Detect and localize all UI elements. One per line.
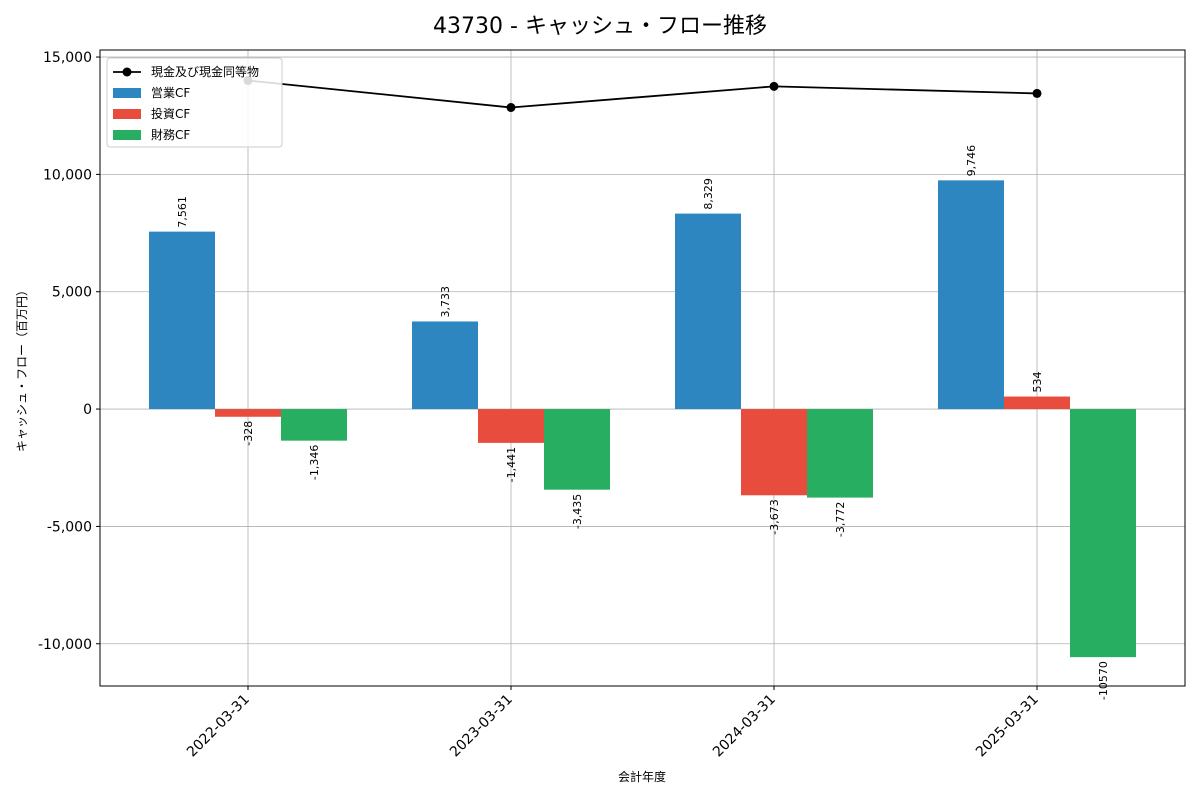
legend-bar-swatch xyxy=(113,88,141,98)
bar-operating xyxy=(675,213,741,410)
x-tick-label: 2024-03-31 xyxy=(710,692,779,761)
cash-line xyxy=(243,76,1042,112)
data-label: 534 xyxy=(1031,372,1044,393)
legend-bar-swatch xyxy=(113,109,141,119)
bar-investing xyxy=(1004,396,1070,410)
bar-investing xyxy=(215,409,281,417)
bar-financing xyxy=(281,409,347,441)
legend-label: 投資CF xyxy=(151,106,190,121)
data-label: -3,435 xyxy=(571,494,584,529)
plot-frame xyxy=(99,49,1186,687)
x-tick-label: 2023-03-31 xyxy=(447,692,516,761)
data-label: 3,733 xyxy=(439,286,452,318)
bar-operating xyxy=(938,180,1004,410)
legend-marker xyxy=(122,67,132,77)
data-label: -328 xyxy=(242,421,255,446)
data-labels: 7,561 3,733 8,329 9,746 -328 -1,441 -3,673 534 -… xyxy=(176,145,1110,700)
cash-point xyxy=(769,81,779,91)
y-tick-label: -10,000 xyxy=(38,637,92,653)
y-tick-label: -5,000 xyxy=(47,519,92,535)
y-tick-label: 0 xyxy=(83,402,92,418)
y-tick-label: 10,000 xyxy=(43,167,92,183)
data-label: -3,673 xyxy=(768,499,781,534)
legend-label: 営業CF xyxy=(151,86,190,100)
cash-point xyxy=(1032,88,1042,98)
x-axis-title: 会計年度 xyxy=(618,769,666,784)
y-tick-label: 15,000 xyxy=(43,50,92,66)
y-tick-label: 5,000 xyxy=(52,285,92,301)
data-label: 7,561 xyxy=(176,196,189,228)
data-label: -1,346 xyxy=(308,445,321,480)
data-label: -10570 xyxy=(1097,661,1110,700)
chart-title: 43730 - キャッシュ・フロー推移 xyxy=(433,14,767,39)
legend-label: 財務CF xyxy=(151,127,190,142)
y-axis-title: キャッシュ・フロー（百万円） xyxy=(15,284,29,452)
x-tick-label: 2025-03-31 xyxy=(973,692,1042,761)
legend-box xyxy=(106,57,283,148)
data-label: 9,746 xyxy=(965,145,978,177)
cash-point xyxy=(506,102,516,112)
bar-operating xyxy=(412,321,478,410)
cash-line-path xyxy=(247,79,1038,109)
data-label: -1,441 xyxy=(505,447,518,482)
bar-financing xyxy=(807,409,873,498)
bar-financing xyxy=(544,409,610,490)
legend-bar-swatch xyxy=(113,130,141,140)
bar-investing xyxy=(741,409,807,496)
bar-financing xyxy=(1070,409,1136,658)
bars xyxy=(149,180,1136,658)
legend-label: 現金及び現金同等物 xyxy=(151,64,259,79)
bar-investing xyxy=(478,409,544,443)
bar-operating xyxy=(149,231,215,410)
data-label: 8,329 xyxy=(702,178,715,210)
data-label: -3,772 xyxy=(834,502,847,537)
x-tick-label: 2022-03-31 xyxy=(184,692,253,761)
